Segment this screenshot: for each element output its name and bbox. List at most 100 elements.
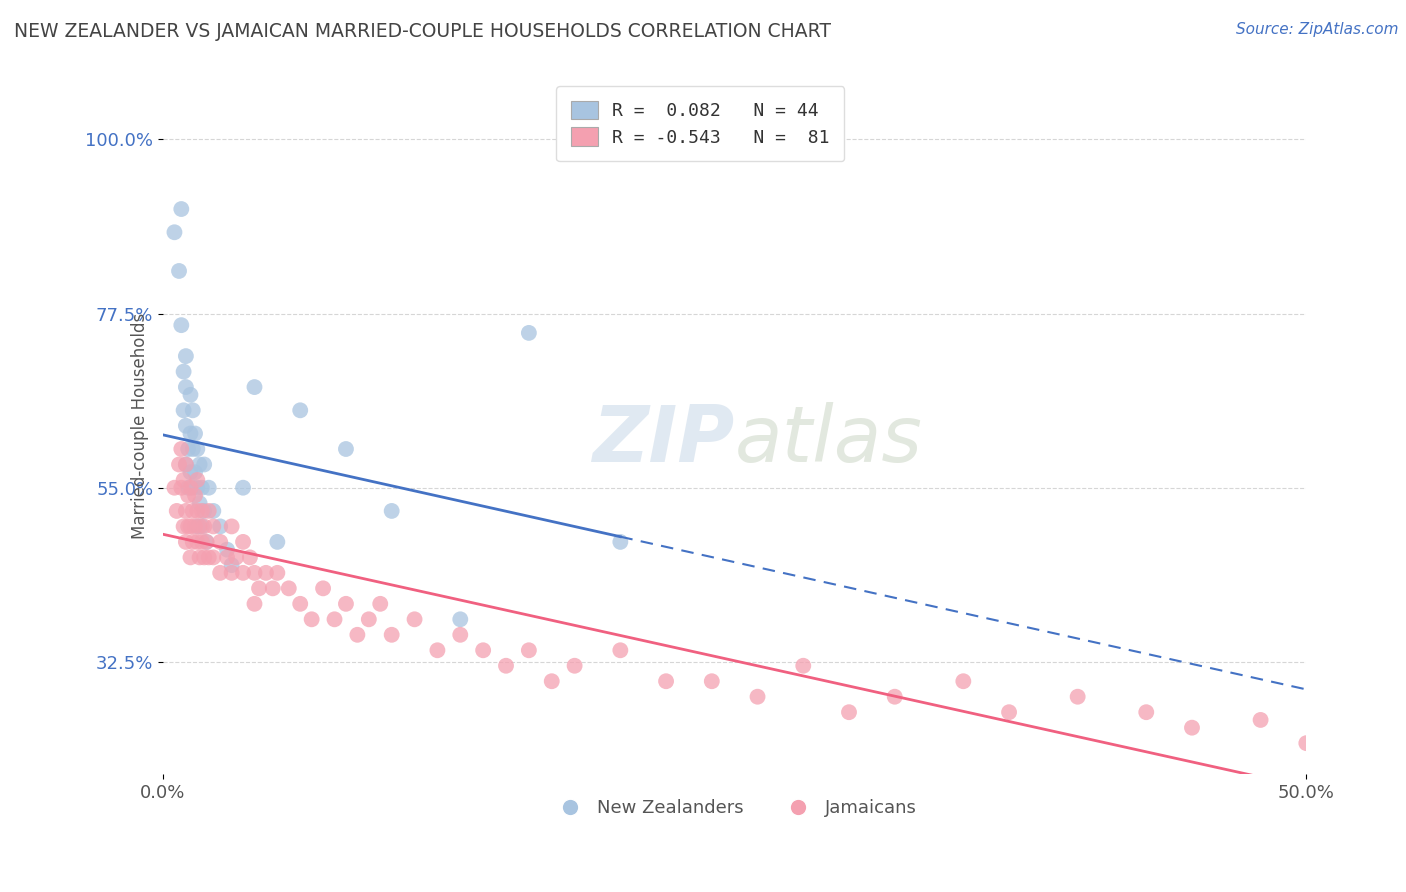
Point (163, 225, 186, 239)
Point (221, 519, 243, 533)
Point (221, 558, 243, 573)
Point (262, 582, 284, 596)
Text: ZIP: ZIP (592, 401, 735, 478)
Point (179, 426, 201, 441)
Point (173, 519, 195, 533)
Point (404, 612, 426, 626)
Point (166, 504, 188, 518)
Point (184, 519, 207, 533)
Point (174, 349, 197, 363)
Point (193, 519, 215, 533)
Point (221, 566, 243, 580)
Point (564, 658, 586, 673)
Point (952, 674, 974, 689)
Point (181, 481, 204, 495)
Point (191, 504, 214, 518)
Point (179, 465, 201, 479)
Point (193, 550, 215, 565)
Point (323, 612, 346, 626)
Y-axis label: Married-couple Households: Married-couple Households (131, 313, 149, 539)
Point (181, 535, 204, 549)
Point (188, 458, 211, 472)
Point (346, 628, 368, 642)
Point (174, 458, 197, 472)
Point (173, 473, 195, 487)
Point (173, 403, 195, 417)
Point (998, 705, 1021, 719)
Point (167, 458, 190, 472)
Point (301, 612, 323, 626)
Point (243, 597, 266, 611)
Point (181, 504, 204, 518)
Point (215, 542, 238, 557)
Point (449, 628, 471, 642)
Point (792, 658, 814, 673)
Point (472, 643, 495, 657)
Point (202, 550, 225, 565)
Point (495, 658, 517, 673)
Point (181, 442, 204, 456)
Point (254, 566, 277, 580)
Point (1250, 713, 1272, 727)
Point (517, 643, 540, 657)
Point (193, 504, 215, 518)
Point (225, 550, 247, 565)
Point (540, 674, 562, 689)
Point (209, 519, 232, 533)
Point (368, 597, 391, 611)
Point (197, 504, 219, 518)
Point (167, 264, 190, 278)
Point (202, 504, 225, 518)
Point (449, 612, 471, 626)
Point (747, 690, 769, 704)
Point (191, 535, 214, 549)
Point (191, 519, 214, 533)
Point (290, 403, 312, 417)
Point (179, 550, 201, 565)
Point (335, 597, 357, 611)
Point (381, 628, 404, 642)
Point (290, 597, 312, 611)
Point (174, 380, 197, 394)
Point (312, 582, 335, 596)
Point (173, 365, 195, 379)
Point (170, 442, 193, 456)
Point (191, 481, 214, 495)
Text: atlas: atlas (735, 401, 922, 478)
Point (174, 418, 197, 433)
Point (163, 481, 186, 495)
Point (232, 481, 254, 495)
Point (188, 519, 211, 533)
Point (209, 566, 232, 580)
Text: NEW ZEALANDER VS JAMAICAN MARRIED-COUPLE HOUSEHOLDS CORRELATION CHART: NEW ZEALANDER VS JAMAICAN MARRIED-COUPLE… (14, 22, 831, 41)
Point (1181, 721, 1204, 735)
Point (181, 403, 204, 417)
Point (195, 535, 218, 549)
Point (209, 535, 232, 549)
Point (232, 535, 254, 549)
Point (655, 674, 678, 689)
Legend: New Zealanders, Jamaicans: New Zealanders, Jamaicans (546, 792, 924, 824)
Point (335, 442, 357, 456)
Point (202, 519, 225, 533)
Point (170, 318, 193, 333)
Point (177, 481, 200, 495)
Point (1066, 690, 1088, 704)
Point (266, 535, 288, 549)
Point (186, 535, 208, 549)
Point (186, 519, 208, 533)
Point (700, 674, 723, 689)
Point (197, 550, 219, 565)
Point (426, 643, 449, 657)
Point (179, 519, 201, 533)
Point (381, 504, 404, 518)
Point (177, 442, 200, 456)
Point (232, 566, 254, 580)
Point (609, 643, 631, 657)
Point (186, 442, 208, 456)
Point (170, 481, 193, 495)
Point (609, 535, 631, 549)
Point (215, 550, 238, 565)
Point (186, 504, 208, 518)
Point (517, 326, 540, 340)
